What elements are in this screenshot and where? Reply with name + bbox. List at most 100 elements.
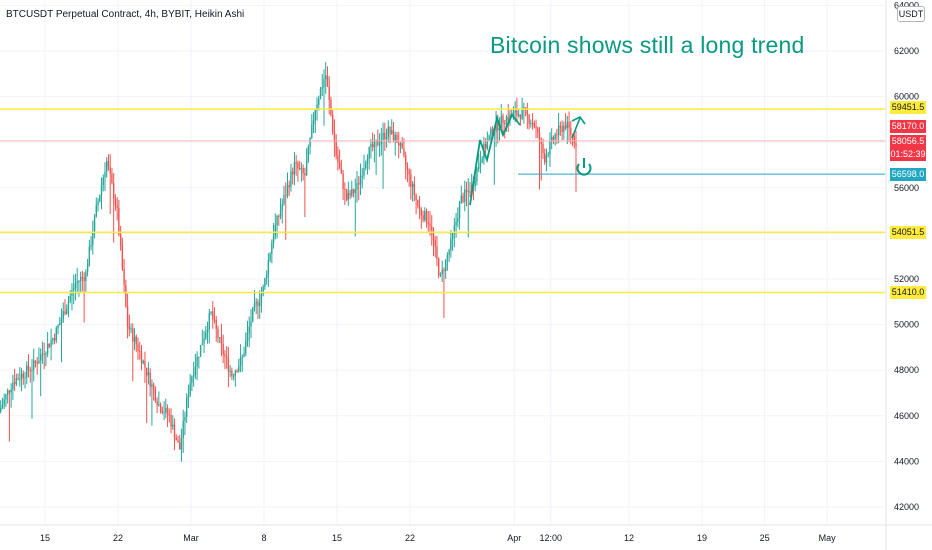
candle-body	[311, 124, 313, 138]
candle-body	[92, 232, 94, 245]
candle-body	[180, 438, 183, 450]
candle-body	[481, 158, 483, 163]
candle-body	[575, 143, 577, 147]
candle-body	[438, 258, 440, 276]
candle-body	[133, 336, 136, 342]
candle-body	[85, 271, 87, 281]
candle-body	[495, 121, 497, 133]
x-tick-label: 8	[261, 533, 266, 543]
x-tick-label: 19	[697, 533, 707, 543]
y-tick-label: 50000	[894, 320, 919, 330]
candle-body	[179, 442, 181, 450]
candle-body	[564, 125, 567, 129]
candle-body	[406, 165, 409, 170]
candle-body	[83, 277, 85, 281]
candle-body	[76, 281, 78, 284]
candle-body	[203, 338, 205, 344]
candle-body	[10, 389, 12, 393]
candle-body	[477, 166, 480, 170]
candle-body	[24, 377, 26, 379]
candle-body	[168, 414, 170, 416]
candle-body	[493, 132, 496, 136]
candle-body	[59, 322, 61, 326]
candle-body	[156, 400, 158, 406]
candle-body	[504, 122, 506, 124]
candle-body	[382, 132, 384, 140]
candle-body	[189, 382, 191, 396]
candle-body	[342, 173, 344, 189]
candle-body	[276, 215, 278, 226]
candle-body	[408, 169, 410, 175]
candle-body	[490, 128, 492, 136]
candle-body	[366, 158, 369, 164]
candle-body	[345, 189, 348, 200]
candle-body	[184, 416, 186, 421]
candle-body	[326, 75, 329, 87]
candle-body	[267, 260, 270, 275]
candle-body	[255, 301, 257, 304]
candle-body	[185, 398, 188, 417]
candle-body	[385, 136, 388, 140]
candle-body	[420, 209, 423, 216]
candle-body	[509, 113, 511, 121]
candle-body	[232, 375, 235, 377]
candle-body	[258, 301, 261, 306]
candle-body	[380, 139, 383, 144]
candle-body	[361, 175, 363, 177]
x-tick-label: Mar	[183, 533, 199, 543]
candle-body	[67, 301, 70, 309]
candles-layer	[0, 62, 577, 462]
candle-body	[39, 354, 42, 361]
x-tick-label: 22	[405, 533, 415, 543]
candle-body	[547, 154, 549, 156]
candle-body	[469, 190, 471, 194]
candle-body	[298, 168, 301, 170]
candle-body	[234, 370, 237, 376]
candle-body	[128, 326, 131, 330]
annotation-text[interactable]: Bitcoin shows still a long trend	[490, 32, 805, 58]
candle-body	[170, 415, 172, 427]
candle-body	[201, 343, 204, 346]
candle-body	[399, 143, 402, 146]
candle-body	[114, 198, 117, 206]
candle-body	[271, 243, 273, 254]
candle-body	[187, 395, 190, 399]
candle-body	[250, 321, 252, 327]
price-label-support-low: 51410.0	[890, 286, 926, 299]
candle-body	[323, 79, 325, 88]
candle-body	[436, 246, 438, 259]
candle-body	[79, 277, 82, 282]
candle-body	[152, 384, 155, 390]
candle-body	[441, 269, 443, 275]
candle-body	[450, 238, 452, 251]
candle-body	[431, 226, 433, 231]
candle-body	[363, 167, 365, 176]
candle-body	[465, 189, 468, 192]
candle-body	[97, 201, 99, 206]
candle-body	[245, 341, 247, 354]
candle-body	[123, 269, 125, 285]
candle-body	[69, 295, 71, 302]
candle-body	[217, 328, 219, 338]
candle-body	[0, 407, 2, 412]
candle-body	[172, 424, 174, 427]
candle-body	[559, 125, 562, 127]
candle-body	[432, 230, 435, 241]
candle-body	[500, 115, 502, 128]
candle-body	[312, 120, 315, 125]
candle-body	[401, 143, 403, 149]
candle-body	[265, 274, 268, 278]
candle-body	[286, 185, 289, 196]
candle-body	[295, 162, 297, 164]
candle-body	[135, 336, 137, 345]
candle-body	[338, 162, 341, 168]
price-label-target: 56598.0	[890, 168, 926, 181]
candle-body	[561, 126, 563, 132]
candle-body	[425, 211, 428, 223]
candle-body	[88, 246, 91, 267]
candle-body	[290, 171, 292, 187]
price-label-last-high: 58170.0	[890, 120, 926, 133]
candle-body	[102, 177, 104, 186]
currency-badge[interactable]: USDT	[897, 6, 925, 22]
